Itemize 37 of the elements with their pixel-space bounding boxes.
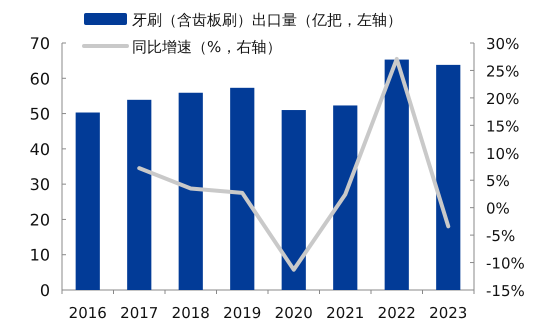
y-tick-label: 40 (30, 140, 50, 159)
bar (230, 88, 254, 290)
y2-tick-label: 5% (486, 172, 510, 190)
y-tick-label: 50 (30, 104, 50, 124)
x-tick-label: 2016 (68, 304, 107, 322)
y-tick-label: 0 (40, 281, 50, 300)
x-tick-label: 2022 (378, 304, 416, 322)
y-tick-label: 60 (30, 69, 50, 88)
y2-tick-label: 0% (486, 200, 510, 218)
bar (384, 60, 409, 290)
y-tick-label: 30 (30, 175, 50, 194)
y2-tick-label: -10% (486, 254, 525, 273)
x-tick-label: 2021 (326, 304, 364, 322)
legend-label: 同比增速（%，右轴） (132, 38, 282, 56)
legend-label: 牙刷（含齿板刷）出口量（亿把，左轴） (132, 11, 402, 29)
y2-tick-label: 15% (486, 117, 520, 136)
bar (178, 92, 203, 290)
bar (282, 110, 306, 290)
line-series (137, 56, 450, 272)
y2-tick-label: 20% (486, 90, 520, 108)
x-tick-label: 2018 (172, 304, 210, 322)
x-tick-label: 2019 (223, 304, 262, 322)
y2-tick-label: -15% (486, 282, 525, 300)
bar (76, 112, 100, 290)
bar (127, 100, 152, 290)
x-tick-label: 2020 (274, 304, 313, 322)
y2-tick-label: -5% (486, 227, 516, 246)
y-tick-label: 20 (30, 210, 50, 230)
x-tick-label: 2017 (120, 304, 158, 322)
x-tick-label: 2023 (429, 304, 468, 322)
y2-tick-label: 30% (486, 35, 520, 53)
y-tick-label: 70 (30, 34, 50, 53)
y2-tick-label: 10% (486, 144, 520, 163)
y-tick-label: 10 (30, 246, 50, 265)
bar (333, 105, 358, 290)
bar (436, 64, 460, 290)
y2-tick-label: 25% (486, 62, 520, 80)
